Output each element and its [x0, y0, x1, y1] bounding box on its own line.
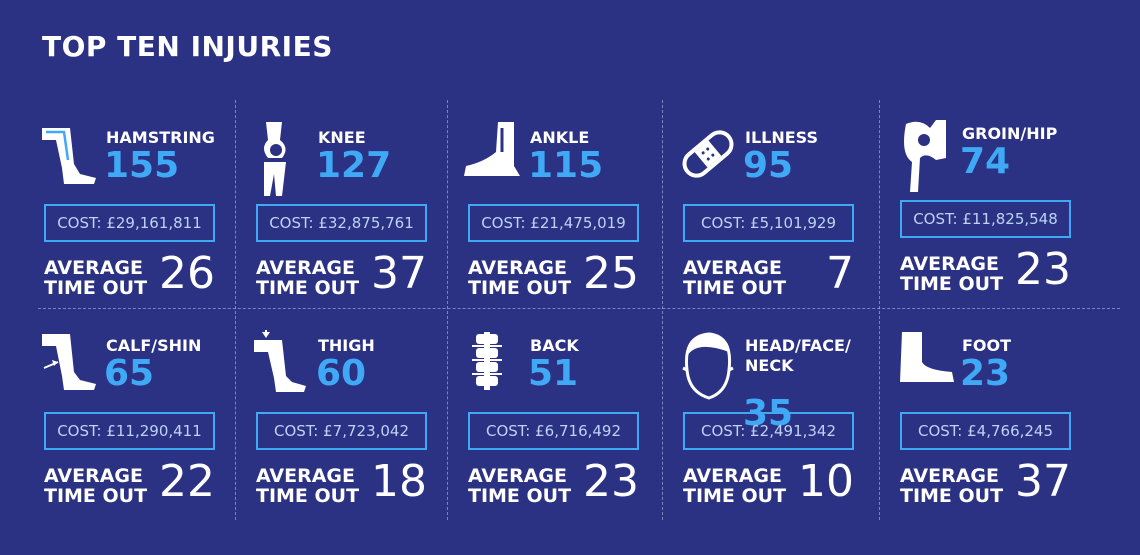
injury-name: CALF/SHIN — [106, 336, 202, 355]
injury-card-back: BACK 51 COST: £6,716,492 AVERAGE TIME OU… — [464, 330, 679, 535]
average-time-out-label: AVERAGE TIME OUT — [683, 257, 787, 299]
injury-name: BACK — [530, 336, 579, 355]
average-time-out-label: AVERAGE TIME OUT — [256, 465, 360, 507]
injury-card-groin-hip: GROIN/HIP 74 COST: £11,825,548 AVERAGE T… — [896, 118, 1111, 323]
cost-value: £11,825,548 — [962, 210, 1058, 228]
average-time-out-label: AVERAGE TIME OUT — [468, 465, 572, 507]
injury-card-foot: FOOT 23 COST: £4,766,245 AVERAGE TIME OU… — [896, 330, 1111, 535]
cost-value: £11,290,411 — [106, 422, 202, 440]
cost-box: COST: £11,825,548 — [900, 200, 1071, 238]
average-time-out-label: AVERAGE TIME OUT — [44, 257, 148, 299]
cost-value: £29,161,811 — [106, 214, 202, 232]
injury-count: 115 — [528, 145, 604, 186]
injury-name: ANKLE — [530, 128, 590, 147]
average-time-out-label: AVERAGE TIME OUT — [900, 465, 1004, 507]
injury-card-illness: ILLNESS 95 COST: £5,101,929 AVERAGE TIME… — [679, 122, 894, 327]
knee-joint-icon — [252, 122, 310, 196]
average-time-out-value: 37 — [1015, 456, 1071, 507]
injury-name: KNEE — [318, 128, 366, 147]
average-time-out-label: AVERAGE TIME OUT — [44, 465, 148, 507]
average-time-out-label: AVERAGE TIME OUT — [900, 253, 1004, 295]
hip-bone-icon — [896, 118, 954, 192]
injury-card-ankle: ANKLE 115 COST: £21,475,019 AVERAGE TIME… — [464, 122, 679, 327]
injury-count: 74 — [960, 141, 1011, 182]
average-time-out-label: AVERAGE TIME OUT — [468, 257, 572, 299]
calf-leg-icon — [40, 330, 98, 404]
injury-card-head-face-neck: HEAD/FACE/ NECK 35 COST: £2,491,342 AVER… — [679, 330, 894, 535]
injury-card-calf-shin: CALF/SHIN 65 COST: £11,290,411 AVERAGE T… — [40, 330, 255, 535]
cost-box: COST: £2,491,342 — [683, 412, 854, 450]
cost-box: COST: £32,875,761 — [256, 204, 427, 242]
grid-divider — [447, 100, 448, 520]
grid-divider — [235, 100, 236, 520]
average-time-out-label: AVERAGE TIME OUT — [256, 257, 360, 299]
injury-card-thigh: THIGH 60 COST: £7,723,042 AVERAGE TIME O… — [252, 326, 467, 535]
injury-card-knee: KNEE 127 COST: £32,875,761 AVERAGE TIME … — [252, 122, 467, 327]
cost-box: COST: £21,475,019 — [468, 204, 639, 242]
average-time-out-value: 10 — [798, 456, 854, 507]
injury-name: THIGH — [318, 336, 375, 355]
injury-count: 23 — [960, 353, 1011, 394]
injury-count: 65 — [104, 353, 155, 394]
average-time-out-value: 18 — [371, 456, 427, 507]
injury-name: FOOT — [962, 336, 1012, 355]
injury-card-hamstring: HAMSTRING 155 COST: £29,161,811 AVERAGE … — [40, 122, 255, 327]
average-time-out-label: AVERAGE TIME OUT — [683, 465, 787, 507]
thigh-leg-icon — [252, 326, 310, 404]
hamstring-leg-icon — [40, 122, 98, 196]
grid-divider — [38, 308, 1120, 309]
injury-name: GROIN/HIP — [962, 124, 1058, 143]
cost-value: £32,875,761 — [318, 214, 414, 232]
grid-divider — [879, 100, 880, 520]
head-icon — [679, 330, 737, 404]
bandage-icon — [679, 122, 737, 196]
injury-count: 51 — [528, 353, 579, 394]
cost-box: COST: £4,766,245 — [900, 412, 1071, 450]
cost-box: COST: £6,716,492 — [468, 412, 639, 450]
injury-name: HAMSTRING — [106, 128, 215, 147]
injury-count: 60 — [316, 353, 367, 394]
average-time-out-value: 22 — [159, 456, 215, 507]
average-time-out-value: 23 — [583, 456, 639, 507]
injury-name: HEAD/FACE/ NECK — [745, 336, 851, 375]
injury-count: 127 — [316, 145, 392, 186]
average-time-out-value: 37 — [371, 248, 427, 299]
average-time-out-value: 25 — [583, 248, 639, 299]
average-time-out-value: 26 — [159, 248, 215, 299]
cost-value: £5,101,929 — [750, 214, 837, 232]
spine-icon — [464, 330, 522, 404]
injury-count: 95 — [743, 145, 794, 186]
grid-divider — [662, 100, 663, 520]
injury-count: 155 — [104, 145, 180, 186]
cost-value: £21,475,019 — [530, 214, 626, 232]
cost-box: COST: £5,101,929 — [683, 204, 854, 242]
injury-name: ILLNESS — [745, 128, 818, 147]
cost-value: £4,766,245 — [967, 422, 1054, 440]
cost-box: COST: £7,723,042 — [256, 412, 427, 450]
foot-icon — [896, 330, 954, 404]
ankle-foot-icon — [464, 122, 522, 196]
cost-value: £7,723,042 — [323, 422, 410, 440]
cost-value: £6,716,492 — [535, 422, 622, 440]
average-time-out-value: 23 — [1015, 244, 1071, 295]
cost-box: COST: £29,161,811 — [44, 204, 215, 242]
cost-value: £2,491,342 — [750, 422, 837, 440]
page-title: TOP TEN INJURIES — [42, 30, 333, 63]
cost-box: COST: £11,290,411 — [44, 412, 215, 450]
average-time-out-value: 7 — [826, 248, 854, 299]
